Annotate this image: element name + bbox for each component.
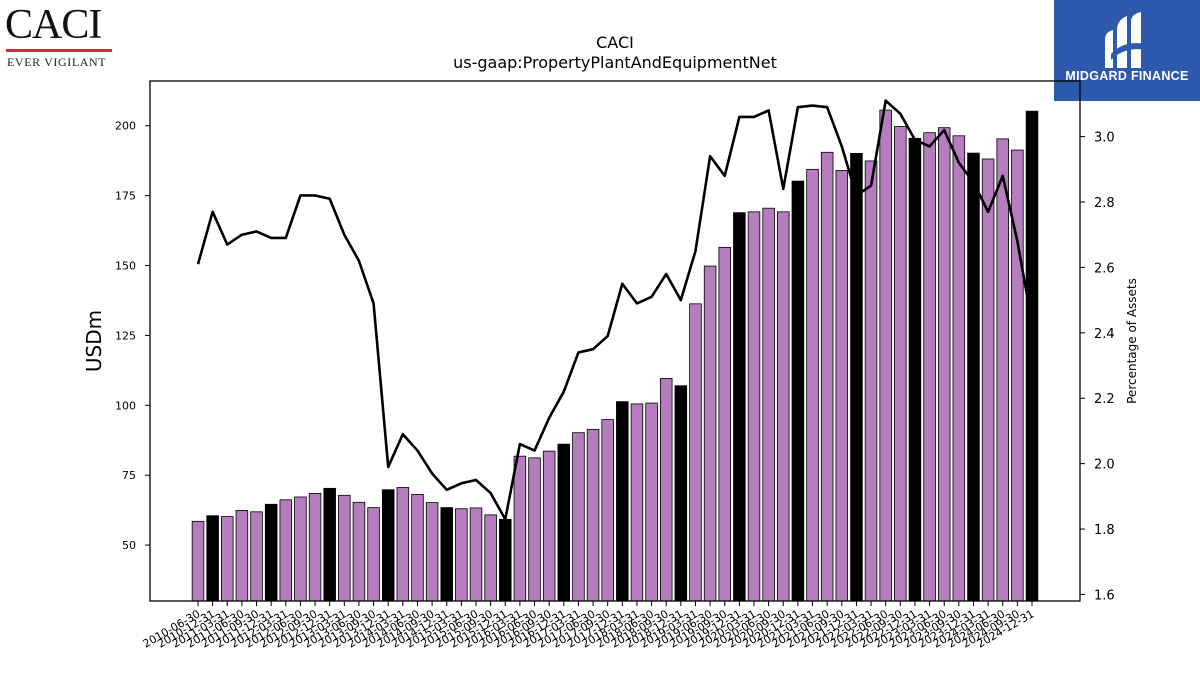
- bar-2014-12-31: [440, 507, 453, 602]
- bar-2020-12-31: [791, 180, 805, 602]
- bar-2018-09-30: [659, 378, 673, 602]
- bar-2021-12-31: [850, 153, 863, 602]
- y-tick-label-150: 150: [115, 260, 136, 273]
- bar-2019-03-31: [689, 303, 702, 602]
- bar-2022-06-30: [879, 109, 892, 602]
- y-tick-label-125: 125: [115, 329, 136, 342]
- bar-2023-12-31: [967, 152, 980, 602]
- y2-axis-label: Percentage of Assets: [1125, 278, 1139, 404]
- bar-2012-03-31: [279, 499, 293, 602]
- bar-2014-03-31: [396, 487, 410, 602]
- caci-logo-wordmark: CACI: [5, 2, 102, 48]
- bar-2022-09-30: [894, 126, 907, 602]
- y-axis-left: 50 75 100 125 150 175 200: [115, 120, 150, 552]
- bar-2020-06-30: [762, 207, 775, 602]
- bar-2013-09-30: [367, 507, 380, 602]
- chart-subtitle: us-gaap:PropertyPlantAndEquipmentNet: [453, 53, 777, 72]
- bar-2016-03-31: [513, 455, 527, 602]
- y-tick-label-175: 175: [115, 190, 136, 203]
- bar-2024-12-31: [1025, 110, 1039, 602]
- bar-2012-06-30: [294, 496, 307, 602]
- bar-2014-06-30: [411, 494, 424, 602]
- y2-tick-label-2.8: 2.8: [1094, 196, 1115, 211]
- bar-2011-06-30: [235, 510, 249, 602]
- bar-2011-03-31: [221, 516, 234, 602]
- y2-tick-label-2.4: 2.4: [1094, 327, 1115, 342]
- bar-2018-06-30: [645, 402, 658, 602]
- caci-logo-tagline: EVER VIGILANT: [7, 55, 107, 69]
- midgard-logo-text: MIDGARD FINANCE: [1065, 69, 1189, 83]
- bar-2019-12-31: [733, 212, 746, 602]
- bar-2021-06-30: [820, 151, 834, 602]
- bar-series: [191, 109, 1039, 602]
- y-tick-label-100: 100: [115, 399, 136, 412]
- bar-2024-06-30: [996, 138, 1009, 602]
- y-tick-label-50: 50: [122, 539, 136, 552]
- bar-2015-03-31: [455, 508, 468, 602]
- caci-logo-underline: [6, 49, 112, 52]
- y2-tick-label-1.6: 1.6: [1094, 588, 1115, 603]
- bar-2016-06-30: [528, 457, 541, 602]
- bar-2013-06-30: [352, 501, 366, 602]
- bar-2021-03-31: [806, 168, 819, 602]
- bar-2010-06-30: [191, 520, 205, 602]
- bar-2011-09-30: [250, 511, 263, 602]
- y-tick-label-75: 75: [122, 469, 136, 482]
- x-axis: 2010-06-302010-12-312011-03-312011-06-30…: [141, 601, 1037, 651]
- bar-2017-12-31: [616, 401, 629, 602]
- bar-2016-09-30: [542, 450, 556, 602]
- y-tick-label-200: 200: [115, 120, 136, 133]
- bar-2013-12-31: [381, 489, 395, 602]
- bar-2023-09-30: [952, 135, 966, 602]
- bar-2022-12-31: [908, 137, 922, 602]
- y2-tick-label-2.6: 2.6: [1094, 261, 1115, 276]
- y2-tick-label-2.2: 2.2: [1094, 392, 1115, 407]
- percentage-of-assets-line: [196, 99, 1034, 521]
- bar-2024-03-31: [981, 158, 995, 602]
- bar-2015-06-30: [469, 507, 483, 602]
- bar-2023-06-30: [937, 127, 951, 602]
- bar-2012-12-31: [323, 487, 336, 602]
- bar-2016-12-31: [557, 443, 571, 602]
- bar-2020-03-31: [747, 211, 761, 602]
- bar-2012-09-30: [308, 492, 322, 602]
- y2-tick-label-2: 2.0: [1094, 458, 1115, 473]
- bar-2017-09-30: [601, 419, 614, 602]
- bar-2017-03-31: [572, 432, 585, 602]
- midgard-mark-icon: [1105, 12, 1147, 68]
- y2-tick-label-1.8: 1.8: [1094, 523, 1115, 538]
- y-axis-label: USDm: [82, 310, 106, 372]
- bar-2015-12-31: [499, 518, 512, 602]
- midgard-finance-logo: MIDGARD FINANCE: [1054, 0, 1200, 101]
- bar-2019-06-30: [703, 265, 717, 602]
- line-layer: [196, 99, 1034, 521]
- bar-2017-06-30: [586, 428, 600, 602]
- bar-2020-09-30: [777, 211, 790, 602]
- bar-2014-09-30: [425, 502, 439, 602]
- chart-title: CACI: [596, 33, 634, 52]
- bar-2023-03-31: [923, 132, 936, 602]
- bar-2021-09-30: [835, 170, 849, 602]
- bar-2013-03-31: [338, 494, 351, 602]
- bar-2022-03-31: [864, 160, 878, 602]
- caci-logo: CACI EVER VIGILANT: [5, 2, 113, 69]
- bar-2015-09-30: [484, 514, 497, 602]
- bar-2018-12-31: [674, 385, 688, 602]
- plot-frame: [149, 80, 1081, 602]
- bar-2011-12-31: [264, 503, 278, 602]
- y2-tick-label-3: 3.0: [1094, 131, 1115, 146]
- bar-2010-12-31: [206, 515, 219, 602]
- bar-2018-03-31: [630, 403, 644, 602]
- bar-2019-09-30: [718, 246, 731, 602]
- y-axis-right: 1.6 1.8 2.0 2.2 2.4 2.6 2.8 3.0: [1080, 131, 1115, 603]
